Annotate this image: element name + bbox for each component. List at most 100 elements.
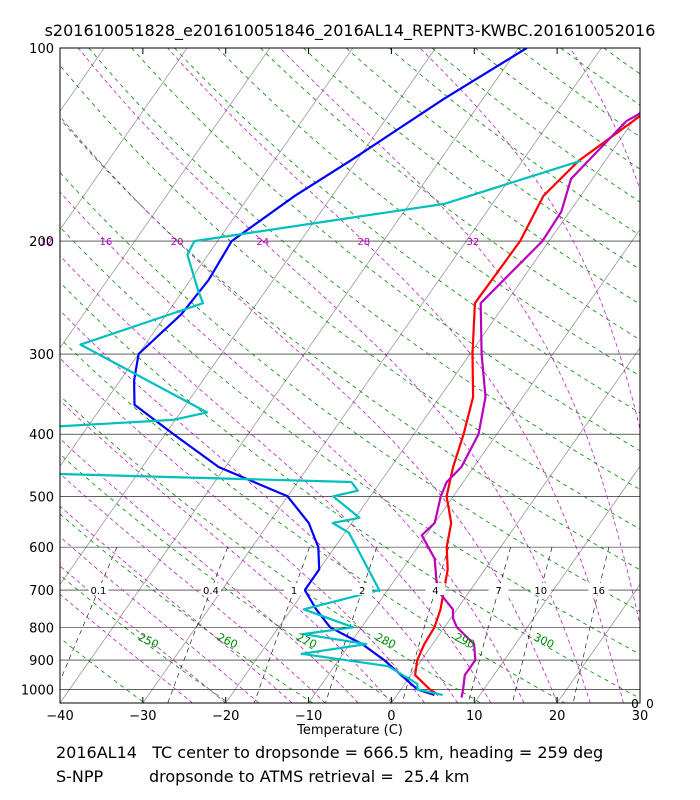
x-tick-label: −30	[129, 709, 156, 724]
isotherm-line	[639, 702, 640, 703]
moist-adiabat-line	[60, 115, 558, 703]
mixing-ratio-label-bg	[284, 583, 305, 596]
x-tick-label: −20	[212, 709, 239, 724]
moist-adiabat-label: 20	[171, 237, 184, 248]
dry-adiabat-line	[60, 637, 145, 703]
mixing-ratio-label: 7	[495, 586, 501, 597]
dry-adiabat-line	[60, 171, 640, 612]
dry-adiabat-line	[60, 702, 61, 703]
dry-adiabat-line	[690, 48, 700, 703]
y-tick-label: 900	[29, 654, 54, 669]
mixing-ratio-label-bg	[352, 583, 373, 596]
y-tick-label: 1000	[21, 683, 54, 698]
dry-adiabat-line	[474, 48, 640, 170]
moist-adiabat-line	[60, 400, 392, 703]
dry-adiabat-line	[60, 281, 640, 699]
mixing-ratio-line	[167, 546, 228, 703]
x-tick-label: −10	[295, 709, 322, 724]
dry-adiabat-line	[60, 513, 313, 703]
isotherm-line	[556, 583, 640, 703]
chart-title: s201610051828_e201610051846_2016AL14_REP…	[44, 21, 656, 40]
moist-adiabat-line	[60, 565, 226, 703]
y-tick-label: 200	[29, 235, 54, 250]
dry-adiabat-line	[388, 48, 640, 236]
moist-adiabat-line	[419, 48, 640, 431]
corner-label: 0	[646, 697, 654, 711]
mixing-ratio-line	[467, 547, 511, 703]
x-tick-label: −40	[46, 709, 73, 724]
sounding-series-blue	[133, 48, 528, 696]
dry-adiabat-line	[517, 48, 640, 138]
moist-adiabat-label: 32	[467, 237, 480, 248]
dry-adiabat-line	[647, 48, 700, 703]
moist-adiabat-line	[60, 593, 193, 703]
mixing-ratio-label: 1	[291, 586, 297, 597]
dry-adiabat-label: 250	[136, 631, 161, 652]
moist-adiabat-line	[60, 536, 260, 703]
axes: −40 −30 −20 −10 0 10 20 30100200300400500600700…	[21, 42, 648, 724]
dry-adiabat-line	[60, 337, 565, 703]
dry-adiabat-line	[60, 574, 229, 703]
isotherm-line	[60, 48, 436, 586]
mixing-ratio-label-bg	[488, 583, 509, 596]
dry-adiabat-label: 260	[215, 631, 240, 652]
dry-adiabat-line	[603, 48, 640, 75]
dry-adiabat-label: 270	[294, 631, 319, 652]
moist-adiabat-line	[60, 505, 293, 703]
dry-adiabat-line	[303, 48, 640, 305]
dry-adiabat-line	[60, 64, 640, 530]
moist-adiabat-label: 28	[357, 237, 370, 248]
dry-adiabat-label: 280	[373, 631, 398, 652]
isotherm-line	[225, 110, 640, 703]
mixing-ratio-label: 0.4	[203, 586, 219, 597]
isotherm-line	[60, 48, 354, 467]
dry-adiabat-label: 290	[452, 631, 477, 652]
mixing-ratio-label: 4	[432, 586, 438, 597]
dry-adiabat-line	[217, 48, 640, 377]
isotherm-line	[391, 347, 640, 703]
dry-adiabat-line	[60, 118, 640, 571]
dry-adiabat-line	[560, 48, 640, 106]
moist-adiabat-line	[279, 48, 640, 627]
sounding-series-red	[414, 114, 640, 696]
sounding-lines	[60, 48, 640, 698]
mixing-ratio-line	[572, 547, 610, 703]
plot-frame	[59, 47, 641, 704]
isotherm-line	[308, 228, 640, 703]
caption-line-2: S-NPP dropsonde to ATMS retrieval = 25.4…	[56, 767, 470, 786]
mixing-ratio-line	[254, 547, 310, 703]
moist-adiabat-label: 16	[100, 237, 113, 248]
isotherm-line	[473, 465, 640, 703]
mixing-ratio-label: 16	[592, 586, 605, 597]
y-tick-label: 300	[29, 348, 54, 363]
x-tick-label: 10	[466, 709, 483, 724]
moist-adiabat-line	[60, 310, 458, 703]
y-tick-label: 600	[29, 541, 54, 556]
x-tick-label: 0	[387, 709, 395, 724]
moist-adiabat-line	[60, 357, 425, 703]
y-tick-label: 500	[29, 490, 54, 505]
y-tick-label: 400	[29, 428, 54, 443]
moist-adiabat-line	[60, 473, 326, 703]
mixing-ratio-label: 2	[359, 586, 365, 597]
y-tick-label: 700	[29, 584, 54, 599]
y-tick-label: 800	[29, 621, 54, 636]
dry-adiabat-line	[60, 226, 640, 655]
moist-adiabat-line	[60, 438, 359, 703]
moist-adiabat-label: 12	[40, 237, 53, 248]
corner-label: 0	[631, 697, 639, 711]
moist-adiabat-line	[569, 48, 640, 191]
isotherm-line	[0, 48, 21, 703]
mixing-ratio-line	[401, 547, 449, 703]
dry-adiabat-label: 300	[532, 631, 557, 652]
sounding-series-cyan	[60, 159, 581, 696]
background-lines	[0, 48, 700, 703]
mixing-ratio-line	[512, 547, 553, 703]
sounding-series-magenta	[420, 112, 640, 698]
mixing-ratio-label: 0.1	[91, 586, 107, 597]
caption-line-1: 2016AL14 TC center to dropsonde = 666.5 …	[56, 743, 604, 762]
moist-adiabat-line	[167, 48, 624, 703]
isotherm-line	[60, 48, 519, 703]
mixing-ratio-label: 10	[534, 586, 547, 597]
mixing-ratio-label-bg	[530, 583, 551, 596]
